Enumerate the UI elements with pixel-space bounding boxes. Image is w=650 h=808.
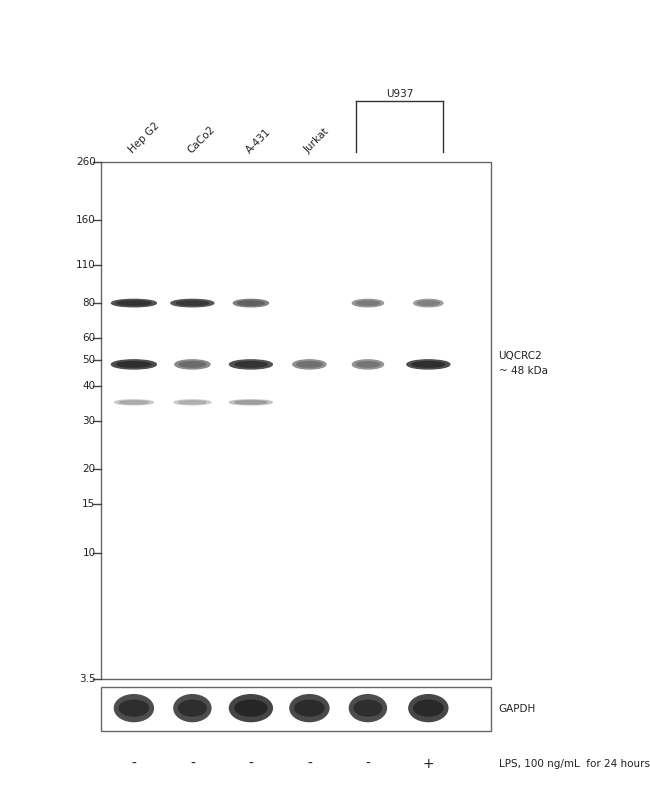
Ellipse shape (292, 360, 326, 369)
Ellipse shape (294, 701, 324, 716)
Ellipse shape (114, 400, 153, 405)
Ellipse shape (112, 300, 157, 307)
Ellipse shape (297, 362, 322, 367)
Ellipse shape (356, 362, 380, 367)
Text: 110: 110 (76, 260, 96, 270)
Ellipse shape (229, 400, 272, 405)
Text: 30: 30 (83, 416, 96, 426)
Ellipse shape (350, 695, 386, 722)
Ellipse shape (354, 701, 382, 716)
Ellipse shape (238, 301, 264, 305)
Ellipse shape (417, 301, 439, 305)
Text: -: - (248, 756, 254, 771)
Text: 60: 60 (83, 333, 96, 343)
Ellipse shape (356, 301, 380, 305)
Text: U937: U937 (385, 89, 413, 99)
Text: GAPDH: GAPDH (499, 704, 536, 714)
Text: -: - (190, 756, 195, 771)
Text: +: + (422, 756, 434, 771)
Ellipse shape (352, 360, 383, 369)
Ellipse shape (235, 401, 267, 404)
Text: -: - (131, 756, 136, 771)
Ellipse shape (114, 695, 153, 722)
Text: CaCo2: CaCo2 (185, 124, 216, 155)
Text: 160: 160 (76, 215, 96, 225)
Text: 40: 40 (83, 381, 96, 391)
Text: -: - (307, 756, 312, 771)
Ellipse shape (112, 360, 157, 369)
Text: UQCRC2: UQCRC2 (499, 351, 542, 361)
Text: 3.5: 3.5 (79, 674, 96, 684)
Ellipse shape (233, 300, 268, 307)
Ellipse shape (174, 695, 211, 722)
Ellipse shape (179, 701, 206, 716)
Ellipse shape (174, 400, 211, 405)
Ellipse shape (179, 401, 206, 404)
Ellipse shape (413, 300, 443, 307)
Ellipse shape (229, 695, 272, 722)
Text: Hep G2: Hep G2 (127, 120, 161, 155)
Text: -: - (365, 756, 370, 771)
Ellipse shape (176, 301, 209, 305)
Text: 20: 20 (83, 465, 96, 474)
Ellipse shape (409, 695, 448, 722)
Ellipse shape (235, 362, 267, 367)
Ellipse shape (120, 401, 148, 404)
Ellipse shape (229, 360, 272, 369)
Ellipse shape (413, 701, 443, 716)
Ellipse shape (175, 360, 210, 369)
Ellipse shape (179, 362, 205, 367)
Ellipse shape (352, 300, 383, 307)
Text: 15: 15 (83, 499, 96, 509)
Text: 260: 260 (76, 157, 96, 166)
Ellipse shape (290, 695, 329, 722)
Text: 10: 10 (83, 548, 96, 558)
Ellipse shape (117, 301, 151, 305)
Text: Jurkat: Jurkat (302, 127, 331, 155)
Ellipse shape (117, 362, 151, 367)
Ellipse shape (120, 701, 148, 716)
Ellipse shape (235, 701, 267, 716)
Ellipse shape (171, 300, 214, 307)
Text: ~ 48 kDa: ~ 48 kDa (499, 366, 547, 376)
Text: 50: 50 (83, 355, 96, 364)
Text: A-431: A-431 (244, 127, 272, 155)
Text: 80: 80 (83, 298, 96, 308)
Text: LPS, 100 ng/mL  for 24 hours: LPS, 100 ng/mL for 24 hours (499, 759, 649, 768)
Ellipse shape (412, 362, 445, 367)
Ellipse shape (407, 360, 450, 369)
